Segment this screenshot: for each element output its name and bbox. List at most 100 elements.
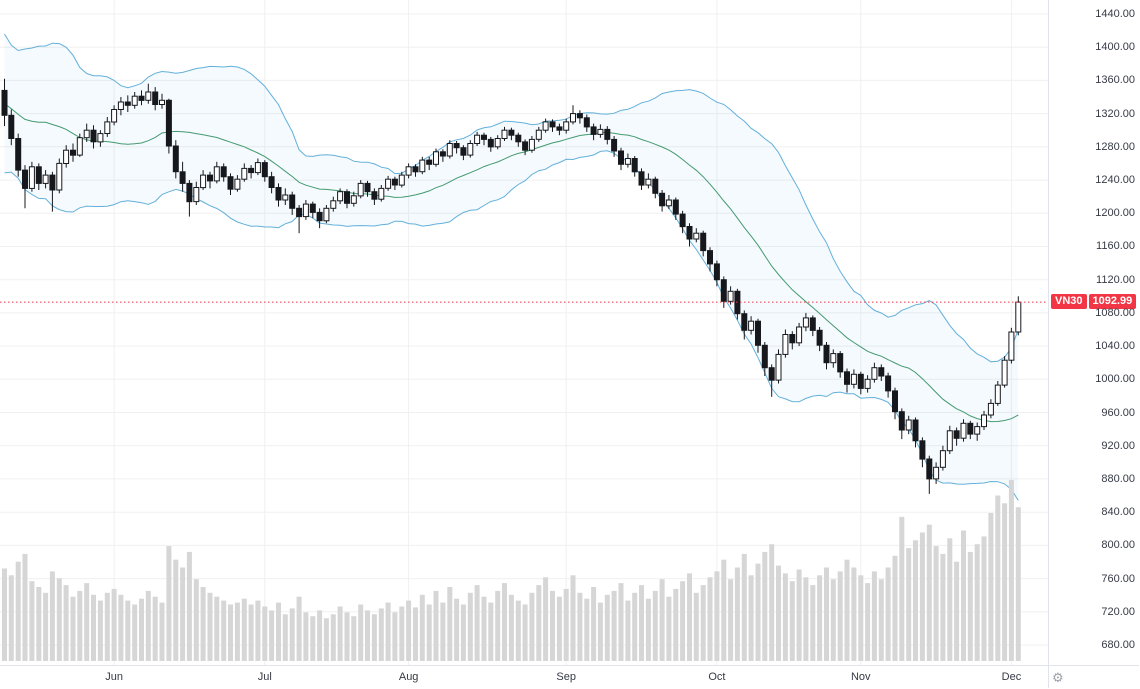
candle [604, 128, 611, 140]
candle [337, 191, 344, 202]
candle [494, 138, 501, 148]
volume-bar [474, 585, 480, 661]
volume-bar [508, 594, 514, 661]
volume-bar [481, 596, 487, 661]
time-tick-label: Oct [708, 671, 726, 683]
volume-bar [234, 602, 240, 661]
candle [672, 199, 679, 215]
candle [254, 162, 261, 174]
last-price-badge-group: VN30 1092.99 [1051, 294, 1137, 310]
candle [49, 174, 56, 191]
volume-bar [776, 565, 781, 661]
candle [809, 317, 816, 331]
candle [330, 200, 337, 209]
candle [652, 178, 659, 194]
volume-bar [851, 567, 857, 661]
price-tick-label: 1280.00 [1095, 140, 1135, 153]
volume-bar [406, 600, 412, 661]
time-tick-label: Nov [850, 671, 871, 683]
candle [707, 250, 713, 265]
time-tick-label: Sep [556, 671, 576, 683]
volume-bar [488, 602, 494, 661]
candle [186, 182, 193, 203]
volume-bar [351, 616, 357, 661]
volume-bar [502, 583, 507, 661]
candle [282, 194, 289, 201]
candle [713, 263, 720, 281]
candle [693, 232, 700, 240]
volume-bar [604, 594, 610, 661]
volume-bar [769, 544, 775, 661]
volume-bar [104, 592, 110, 661]
volume-bar [810, 585, 816, 661]
candle [528, 138, 535, 151]
candle [939, 450, 946, 468]
volume-bar [289, 608, 295, 661]
candle [248, 167, 255, 174]
volume-bar [892, 555, 898, 661]
volume-bar [1008, 479, 1014, 661]
candle [433, 151, 439, 165]
candle [755, 320, 761, 346]
volume-bar [645, 598, 651, 661]
gear-icon[interactable]: ⚙ [1052, 669, 1064, 685]
volume-bar [125, 600, 131, 661]
volume-bar [330, 614, 336, 661]
volume-bar [597, 602, 603, 661]
candle [83, 129, 90, 139]
price-tick-label: 880.00 [1101, 472, 1135, 485]
band-upper [4, 33, 1019, 363]
candle [761, 344, 768, 369]
candle [316, 211, 323, 222]
time-axis[interactable]: Jun Jul Aug Sep Oct Nov Dec [0, 665, 1048, 689]
volume-bar [693, 592, 699, 661]
volume-bar [365, 610, 370, 661]
time-tick-label: Jul [257, 671, 272, 683]
volume-bar [454, 598, 460, 661]
price-axis[interactable]: VN30 1092.99 1440.00 1400.00 1360.00 1320.0… [1048, 0, 1140, 665]
chart-canvas[interactable] [0, 0, 1048, 665]
volume-bar [22, 553, 28, 661]
volume-bar [550, 590, 555, 661]
volume-bar [878, 579, 884, 661]
candle [912, 419, 919, 442]
candle [665, 199, 672, 207]
volume-bar [248, 604, 254, 661]
volume-bar [687, 573, 692, 661]
volume-bar [652, 590, 658, 661]
volume-bar [43, 592, 49, 661]
volume-bar [837, 571, 843, 661]
volume-bar [988, 513, 994, 661]
volume-bar [899, 516, 905, 661]
candle [981, 414, 987, 428]
volume-bar [830, 579, 836, 661]
candle [357, 182, 364, 197]
candle [398, 174, 405, 186]
price-tick-label: 720.00 [1101, 605, 1135, 618]
volume-bar [789, 581, 795, 661]
candle [857, 373, 864, 389]
volume-bar [145, 590, 151, 661]
price-tick-label: 1360.00 [1095, 74, 1135, 87]
gridlines [0, 0, 1048, 665]
axis-corner: ⚙ [1048, 665, 1139, 688]
price-tick-label: 680.00 [1101, 639, 1135, 651]
candle [700, 232, 707, 252]
candle [104, 121, 111, 135]
candle [933, 466, 940, 480]
price-tick-label: 1040.00 [1095, 340, 1135, 353]
volume-bar [385, 602, 391, 661]
candle [830, 353, 837, 364]
price-tick-label: 920.00 [1101, 439, 1135, 452]
time-tick-label: Jun [105, 671, 123, 683]
volume-bar [193, 579, 199, 661]
time-tick-label: Aug [398, 671, 419, 683]
price-tick-label: 1320.00 [1095, 107, 1135, 120]
price-tick-label: 840.00 [1101, 506, 1135, 519]
volume-bar [323, 618, 329, 661]
candle [138, 95, 145, 101]
volume-bar [728, 579, 734, 661]
volume-bar [803, 577, 809, 661]
candle [172, 145, 179, 173]
volume-bar [63, 585, 69, 661]
